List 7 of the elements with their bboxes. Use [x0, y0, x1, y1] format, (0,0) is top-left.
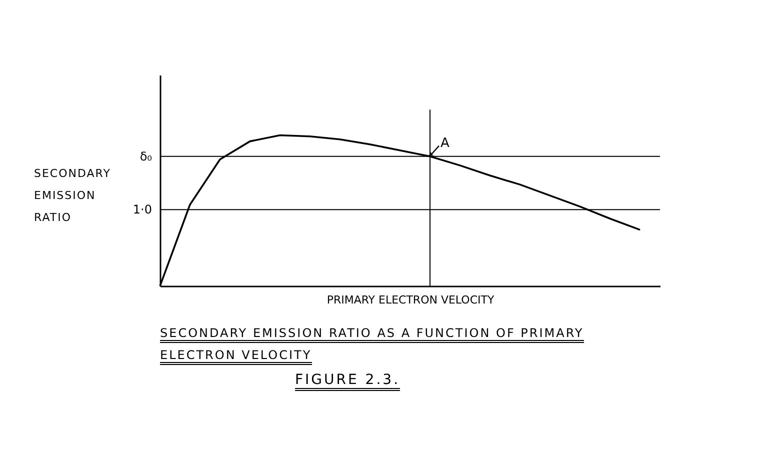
text: SECONDARY EMISSION RATIO AS A FUNCTION OF PRIMARY ELECTRON VELOCITY: [160, 326, 584, 365]
y-axis-title: SECONDARY EMISSION RATIO: [34, 166, 112, 226]
ref-line-label: 1·0: [132, 202, 152, 217]
x-axis-title: PRIMARY ELECTRON VELOCITY: [326, 294, 494, 306]
caption: FIGURE 2.3.: [295, 372, 400, 391]
annotation: A: [440, 136, 450, 151]
ref-line-label: δ₀: [140, 149, 152, 164]
